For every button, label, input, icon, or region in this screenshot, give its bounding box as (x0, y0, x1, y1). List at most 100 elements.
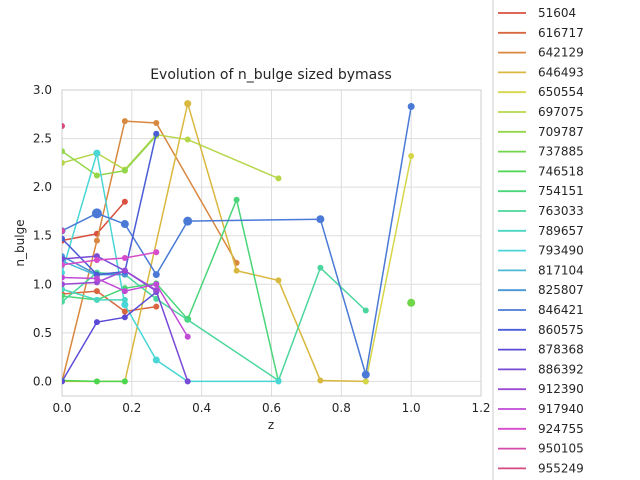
legend-item: 709787 (498, 125, 584, 139)
data-point (316, 215, 325, 224)
legend-label: 51604 (538, 6, 576, 20)
data-point (93, 237, 100, 244)
legend-item: 955249 (498, 461, 584, 475)
legend-item: 763033 (498, 204, 584, 218)
data-point (93, 378, 100, 385)
chart-title: Evolution of n_bulge sized bymass (150, 67, 392, 83)
y-tick-label: 2.5 (33, 132, 52, 146)
data-point (121, 118, 128, 125)
data-point (93, 172, 100, 179)
data-point (62, 281, 65, 288)
data-point (153, 130, 160, 137)
data-point (362, 378, 369, 385)
legend-label: 825807 (538, 283, 584, 297)
data-point (153, 249, 160, 256)
legend-label: 793490 (538, 244, 584, 258)
data-point (120, 220, 129, 229)
legend-label: 709787 (538, 125, 584, 139)
data-point (408, 153, 415, 160)
legend-item: 917940 (498, 402, 584, 416)
data-point (183, 216, 193, 226)
legend-item: 793490 (498, 244, 584, 258)
data-point (362, 307, 369, 314)
x-axis-label: z (268, 418, 274, 432)
legend-label: 846421 (538, 303, 584, 317)
data-point (184, 136, 191, 143)
data-point (153, 120, 160, 127)
series-line (62, 251, 157, 266)
data-point (62, 256, 65, 263)
legend-label: 955249 (538, 461, 584, 475)
data-point (407, 103, 415, 111)
data-point (317, 377, 324, 384)
legend-label: 860575 (538, 323, 584, 337)
series-955249 (62, 122, 65, 129)
series-846421 (62, 103, 415, 379)
data-point (317, 264, 324, 271)
legend-label: 642129 (538, 46, 584, 60)
x-tick-label: 0.0 (52, 401, 71, 415)
legend-item: 746518 (498, 164, 584, 178)
y-axis-ticks: 0.0 0.5 1.0 1.5 2.0 2.5 3.0 (33, 83, 52, 388)
data-point (121, 267, 128, 274)
legend-item: 886392 (498, 362, 584, 376)
data-point (275, 175, 282, 182)
legend-item: 924755 (498, 422, 584, 436)
data-point (121, 255, 128, 262)
legend-item: 737885 (498, 145, 584, 159)
data-point (62, 269, 65, 276)
x-tick-label: 0.6 (262, 401, 281, 415)
data-point (233, 267, 240, 274)
legend-label: 912390 (538, 382, 584, 396)
series-group (62, 100, 416, 385)
data-point (121, 167, 128, 174)
y-tick-label: 1.5 (33, 229, 52, 243)
series-650554 (362, 153, 415, 385)
legend-item: 846421 (498, 303, 584, 317)
series-line (62, 269, 157, 291)
data-point (91, 208, 102, 219)
legend-item: 646493 (498, 65, 584, 79)
series-line (62, 133, 158, 276)
series-746518 (62, 377, 128, 385)
data-point (407, 298, 416, 307)
legend-item: 650554 (498, 85, 584, 99)
legend-label: 746518 (538, 164, 584, 178)
y-tick-label: 1.0 (33, 277, 52, 291)
data-point (121, 198, 128, 205)
data-point (152, 356, 160, 364)
series-737885 (407, 298, 416, 307)
series-950105 (62, 227, 65, 234)
data-point (152, 271, 160, 279)
series-line (62, 135, 157, 177)
data-point (121, 314, 128, 321)
legend-label: 789657 (538, 224, 584, 238)
data-point (62, 235, 65, 242)
legend: 51604 616717 642129 646493 650554 697075 70978… (492, 0, 640, 480)
legend-item: 912390 (498, 382, 584, 396)
legend-item: 754151 (498, 184, 584, 198)
data-point (184, 100, 192, 108)
data-point (121, 288, 128, 295)
x-axis-ticks: 0.0 0.2 0.4 0.6 0.8 1.0 1.2 (52, 401, 490, 415)
data-point (184, 333, 191, 340)
series-924755 (62, 249, 160, 268)
data-point (93, 275, 100, 282)
y-axis-label: n_bulge (13, 219, 27, 266)
data-point (121, 301, 129, 309)
y-tick-label: 0.5 (33, 326, 52, 340)
x-tick-label: 0.8 (332, 401, 351, 415)
data-point (361, 370, 370, 379)
legend-item: 950105 (498, 442, 584, 456)
series-line (62, 291, 157, 382)
x-tick-label: 0.4 (192, 401, 211, 415)
data-point (62, 378, 65, 385)
data-point (62, 159, 65, 166)
data-point (153, 287, 160, 294)
legend-label: 650554 (538, 85, 584, 99)
y-tick-label: 3.0 (33, 83, 52, 97)
data-point (62, 122, 65, 129)
legend-label: 737885 (538, 145, 584, 159)
legend-label: 886392 (538, 362, 584, 376)
